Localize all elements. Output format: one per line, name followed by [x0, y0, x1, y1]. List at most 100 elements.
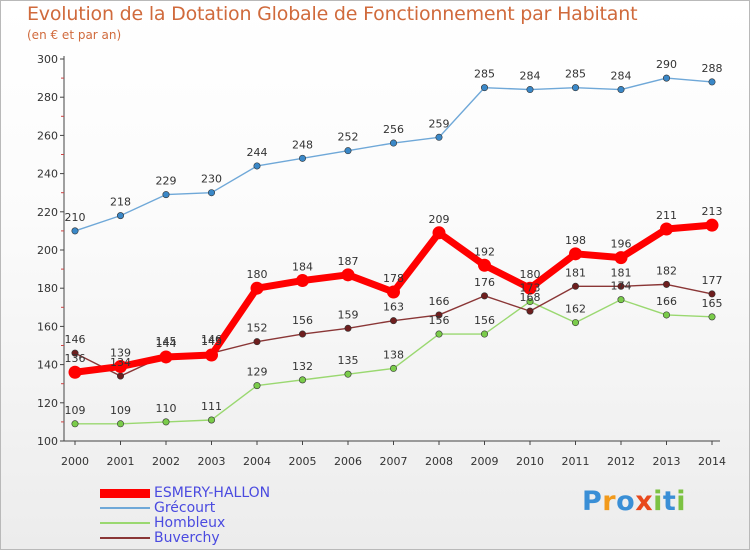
data-point-gr-court	[708, 78, 716, 86]
data-point-esmery-hallon	[705, 218, 719, 232]
data-label-gr-court: 284	[520, 70, 541, 83]
data-label-hombleux: 129	[247, 366, 268, 379]
data-point-hombleux	[708, 313, 716, 321]
x-tick-label: 2010	[516, 455, 544, 468]
data-label-esmery-hallon: 139	[110, 347, 131, 360]
legend-label: Hombleux	[154, 515, 226, 531]
y-tick-label: 100	[37, 435, 58, 448]
data-point-gr-court	[480, 84, 488, 92]
series-points	[68, 74, 719, 428]
data-labels: 210 218 229 230 244 248 252 256 259 285 284 285 284 2…	[65, 58, 723, 417]
data-point-gr-court	[71, 227, 79, 235]
data-point-gr-court	[298, 154, 306, 162]
x-tick-label: 2004	[243, 455, 271, 468]
data-point-esmery-hallon	[68, 365, 82, 379]
data-point-hombleux	[253, 382, 261, 390]
data-point-hombleux	[617, 296, 625, 304]
data-label-esmery-hallon: 136	[65, 352, 86, 365]
data-label-hombleux: 138	[383, 348, 404, 361]
y-tick-label: 120	[37, 397, 58, 410]
data-point-gr-court	[662, 74, 670, 82]
data-point-buverchy	[526, 307, 534, 315]
data-label-hombleux: 156	[474, 314, 495, 327]
data-label-gr-court: 252	[338, 131, 359, 144]
chart-title: Evolution de la Dotation Globale de Fonc…	[27, 3, 638, 25]
data-label-esmery-hallon: 213	[702, 205, 723, 218]
data-point-gr-court	[389, 139, 397, 147]
data-label-hombleux: 132	[292, 360, 313, 373]
data-point-buverchy	[708, 290, 716, 298]
data-label-buverchy: 182	[656, 264, 677, 277]
data-label-hombleux: 162	[565, 303, 586, 316]
data-label-esmery-hallon: 184	[292, 261, 313, 274]
y-tick-label: 220	[37, 206, 58, 219]
data-label-hombleux: 109	[65, 404, 86, 417]
data-label-buverchy: 177	[702, 274, 723, 287]
data-point-hombleux	[208, 416, 216, 424]
logo-letter: o	[616, 486, 636, 517]
data-label-hombleux: 165	[702, 297, 723, 310]
data-label-esmery-hallon: 211	[656, 209, 677, 222]
data-label-hombleux: 111	[201, 400, 222, 413]
data-label-hombleux: 156	[429, 314, 450, 327]
data-point-buverchy	[435, 311, 443, 319]
logo-letter: i	[676, 486, 687, 517]
data-label-buverchy: 168	[520, 291, 541, 304]
x-tick-label: 2011	[562, 455, 590, 468]
chart-subtitle: (en € et par an)	[27, 28, 122, 42]
data-point-esmery-hallon	[250, 281, 264, 295]
data-label-gr-court: 285	[565, 68, 586, 81]
data-label-buverchy: 156	[292, 314, 313, 327]
x-tick-label: 2013	[653, 455, 681, 468]
data-label-esmery-hallon: 180	[520, 268, 541, 281]
y-tick-label: 200	[37, 244, 58, 257]
x-tick-label: 2002	[152, 455, 180, 468]
data-label-gr-court: 248	[292, 138, 313, 151]
data-label-buverchy: 146	[201, 333, 222, 346]
data-label-hombleux: 135	[338, 354, 359, 367]
x-tick-label: 2014	[698, 455, 726, 468]
data-point-esmery-hallon	[159, 350, 173, 364]
legend-swatch	[100, 537, 150, 539]
data-point-buverchy	[298, 330, 306, 338]
data-point-esmery-hallon	[341, 268, 355, 282]
data-label-esmery-hallon: 145	[201, 335, 222, 348]
logo-letter: t	[662, 486, 677, 517]
data-point-gr-court	[253, 162, 261, 170]
data-point-esmery-hallon	[478, 258, 491, 272]
data-point-gr-court	[617, 86, 625, 94]
data-point-gr-court	[208, 189, 216, 197]
x-tick-label: 2008	[425, 455, 453, 468]
data-point-hombleux	[71, 420, 79, 428]
y-tick-label: 140	[37, 359, 58, 372]
data-label-gr-court: 230	[201, 173, 222, 186]
data-point-hombleux	[435, 330, 443, 338]
x-tick-label: 2012	[607, 455, 635, 468]
data-point-hombleux	[117, 420, 125, 428]
data-label-esmery-hallon: 209	[429, 213, 450, 226]
data-point-hombleux	[389, 364, 397, 372]
y-tick-label: 260	[37, 129, 58, 142]
proxiti-logo: Proxiti	[582, 486, 686, 517]
logo-letter: P	[582, 486, 603, 517]
data-point-gr-court	[344, 147, 352, 155]
data-label-gr-court: 288	[702, 62, 723, 75]
data-label-hombleux: 110	[156, 402, 177, 415]
logo-letter: x	[635, 486, 654, 517]
data-point-hombleux	[298, 376, 306, 384]
data-point-esmery-hallon	[614, 251, 628, 265]
data-label-gr-court: 229	[156, 175, 177, 188]
legend-label: Grécourt	[154, 500, 216, 516]
data-label-buverchy: 145	[156, 335, 177, 348]
data-point-buverchy	[253, 338, 261, 346]
data-label-hombleux: 109	[110, 404, 131, 417]
data-label-buverchy: 146	[65, 333, 86, 346]
data-point-hombleux	[344, 370, 352, 378]
data-point-esmery-hallon	[523, 281, 537, 295]
x-tick-label: 2000	[61, 455, 89, 468]
data-point-gr-court	[571, 84, 579, 92]
logo-letter: r	[602, 486, 617, 517]
chart-axes: 100 120 140 160 180 200 220 240 260 280 300 2000 200…	[37, 53, 726, 468]
data-label-esmery-hallon: 196	[611, 238, 632, 251]
